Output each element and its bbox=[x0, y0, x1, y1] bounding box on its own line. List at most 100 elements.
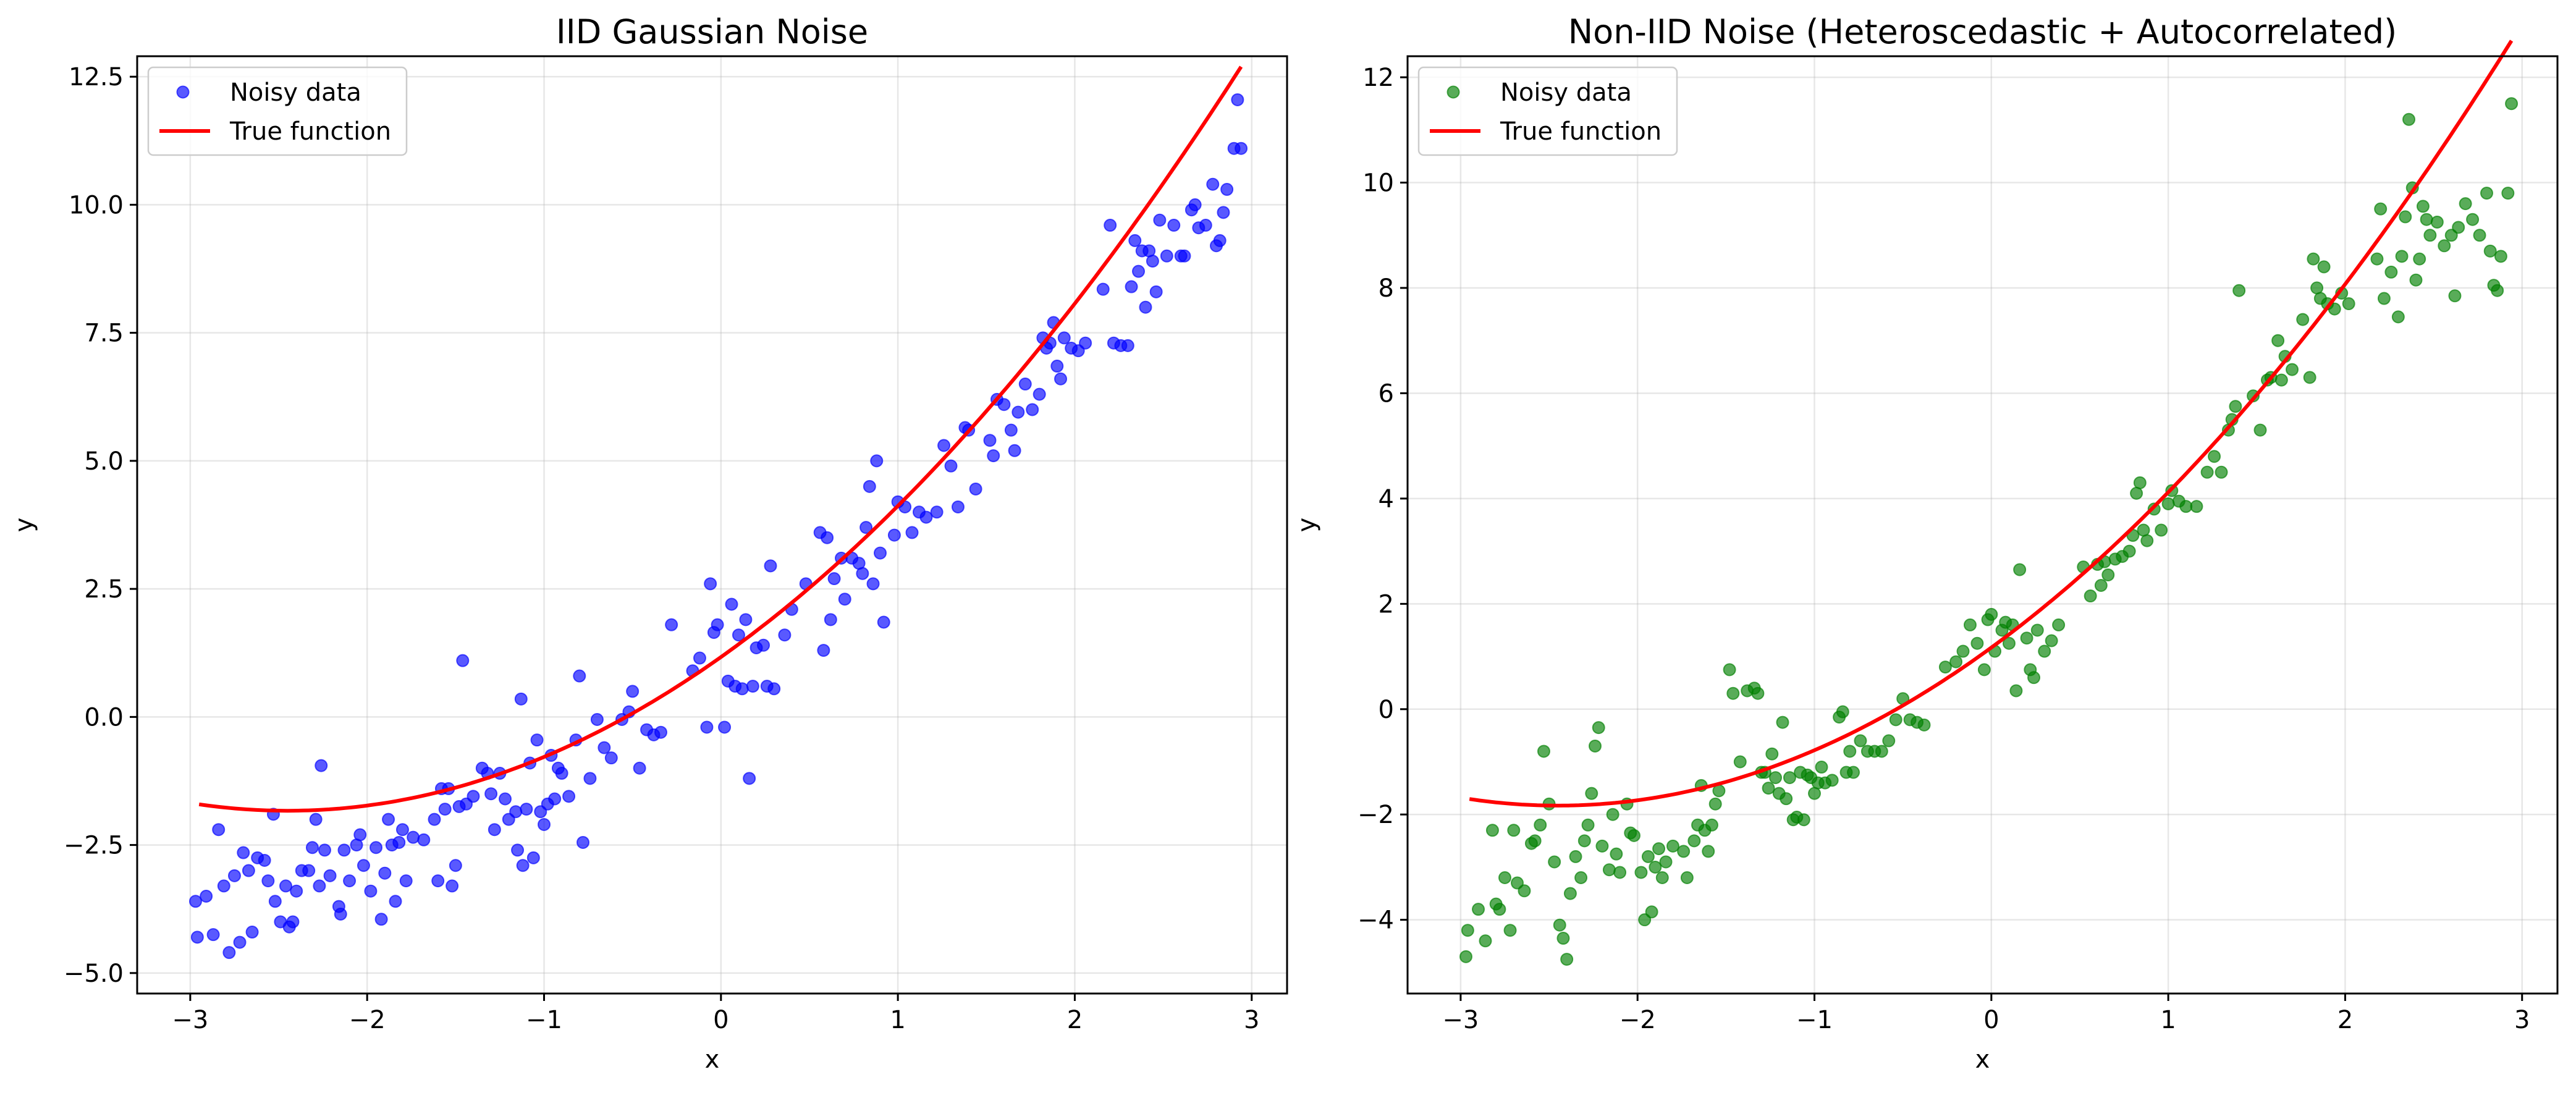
data-point bbox=[395, 823, 409, 837]
y-tick-label: −2 bbox=[1358, 801, 1394, 829]
data-point bbox=[1018, 378, 1032, 391]
data-point bbox=[1956, 644, 1970, 658]
data-point bbox=[2483, 244, 2497, 258]
data-point bbox=[1917, 718, 1931, 732]
data-point bbox=[2505, 97, 2519, 111]
data-point bbox=[357, 859, 370, 872]
data-point bbox=[746, 680, 759, 693]
data-point bbox=[1461, 924, 1474, 937]
data-point bbox=[2395, 250, 2409, 263]
data-point bbox=[2491, 284, 2504, 297]
data-point bbox=[417, 833, 431, 846]
data-point bbox=[2161, 497, 2175, 510]
y-tick-label: 2 bbox=[1379, 590, 1394, 618]
data-point bbox=[944, 459, 958, 473]
data-point bbox=[827, 572, 841, 586]
data-point bbox=[1769, 771, 1783, 785]
data-point bbox=[302, 864, 316, 877]
data-point bbox=[1548, 855, 1561, 869]
legend-marker-noisy-data bbox=[1446, 85, 1460, 99]
data-point bbox=[887, 528, 901, 542]
data-point bbox=[1563, 887, 1577, 900]
data-point bbox=[2494, 250, 2507, 263]
data-point bbox=[1485, 824, 1499, 837]
data-point bbox=[859, 521, 873, 534]
data-point bbox=[353, 828, 367, 842]
data-point bbox=[1762, 782, 1775, 795]
data-point bbox=[817, 644, 830, 657]
data-point bbox=[318, 843, 331, 857]
data-point bbox=[484, 787, 498, 801]
x-tick-label: 0 bbox=[713, 1006, 728, 1034]
x-tick-label: −2 bbox=[1620, 1006, 1656, 1034]
data-point bbox=[2232, 284, 2246, 297]
data-point bbox=[1677, 845, 1691, 858]
data-point bbox=[2002, 636, 2016, 650]
y-tick-label: 12 bbox=[1362, 64, 1394, 92]
data-point bbox=[1503, 924, 1517, 937]
data-point bbox=[1780, 792, 1793, 806]
data-point bbox=[778, 628, 792, 642]
data-point bbox=[1659, 855, 1673, 869]
data-point bbox=[200, 889, 213, 903]
data-point bbox=[987, 449, 1000, 463]
data-point bbox=[2473, 229, 2486, 242]
data-point bbox=[2317, 260, 2331, 274]
x-axis-label: x bbox=[705, 1045, 720, 1074]
data-point bbox=[446, 879, 459, 893]
data-point bbox=[548, 792, 562, 806]
data-point bbox=[1634, 866, 1648, 879]
data-point bbox=[1649, 860, 1662, 874]
data-point bbox=[739, 613, 753, 627]
data-point bbox=[1680, 871, 1694, 885]
data-point bbox=[1776, 715, 1789, 729]
data-point bbox=[2190, 500, 2203, 513]
x-tick-label: −3 bbox=[1442, 1006, 1479, 1034]
data-point bbox=[1970, 636, 1984, 650]
data-point bbox=[1498, 871, 1511, 885]
data-point bbox=[1553, 918, 1566, 932]
data-point bbox=[1528, 834, 1542, 848]
data-point bbox=[555, 767, 568, 780]
legend: Noisy data True function bbox=[147, 66, 408, 156]
y-tick-label: 5.0 bbox=[84, 447, 124, 476]
data-point bbox=[237, 846, 250, 859]
data-point bbox=[1235, 141, 1248, 155]
data-point bbox=[583, 772, 597, 785]
x-tick-label: 3 bbox=[1244, 1006, 1259, 1034]
data-point bbox=[866, 577, 880, 591]
data-point bbox=[1139, 300, 1152, 314]
data-point bbox=[2374, 202, 2388, 216]
data-point bbox=[1026, 403, 1039, 416]
data-point bbox=[364, 884, 378, 898]
data-point bbox=[1149, 285, 1163, 298]
legend-label-true-function: True function bbox=[229, 117, 391, 146]
data-point bbox=[1963, 618, 1977, 631]
data-point bbox=[1985, 607, 1998, 621]
x-tick-label: −1 bbox=[1796, 1006, 1833, 1034]
data-point bbox=[1213, 234, 1227, 247]
data-point bbox=[1875, 745, 1888, 758]
data-point bbox=[530, 733, 544, 747]
data-point bbox=[313, 879, 326, 893]
data-point bbox=[1854, 734, 1867, 748]
data-point bbox=[870, 454, 884, 468]
data-point bbox=[526, 851, 540, 864]
data-point bbox=[227, 869, 241, 882]
x-tick-label: −2 bbox=[349, 1006, 386, 1034]
data-point bbox=[2303, 371, 2316, 384]
data-point bbox=[456, 654, 470, 667]
data-point bbox=[997, 398, 1011, 411]
data-point bbox=[2286, 363, 2299, 376]
data-point bbox=[499, 792, 512, 806]
data-point bbox=[2342, 297, 2355, 311]
y-tick-label: 2.5 bbox=[84, 575, 124, 604]
data-point bbox=[626, 685, 640, 698]
y-tick-label: 10.0 bbox=[69, 191, 124, 219]
data-point bbox=[1493, 903, 1506, 916]
data-point bbox=[2052, 618, 2066, 631]
plot-frame bbox=[1406, 55, 2559, 995]
data-point bbox=[1004, 423, 1018, 437]
data-point bbox=[1534, 818, 1547, 832]
data-point bbox=[1815, 761, 1828, 774]
